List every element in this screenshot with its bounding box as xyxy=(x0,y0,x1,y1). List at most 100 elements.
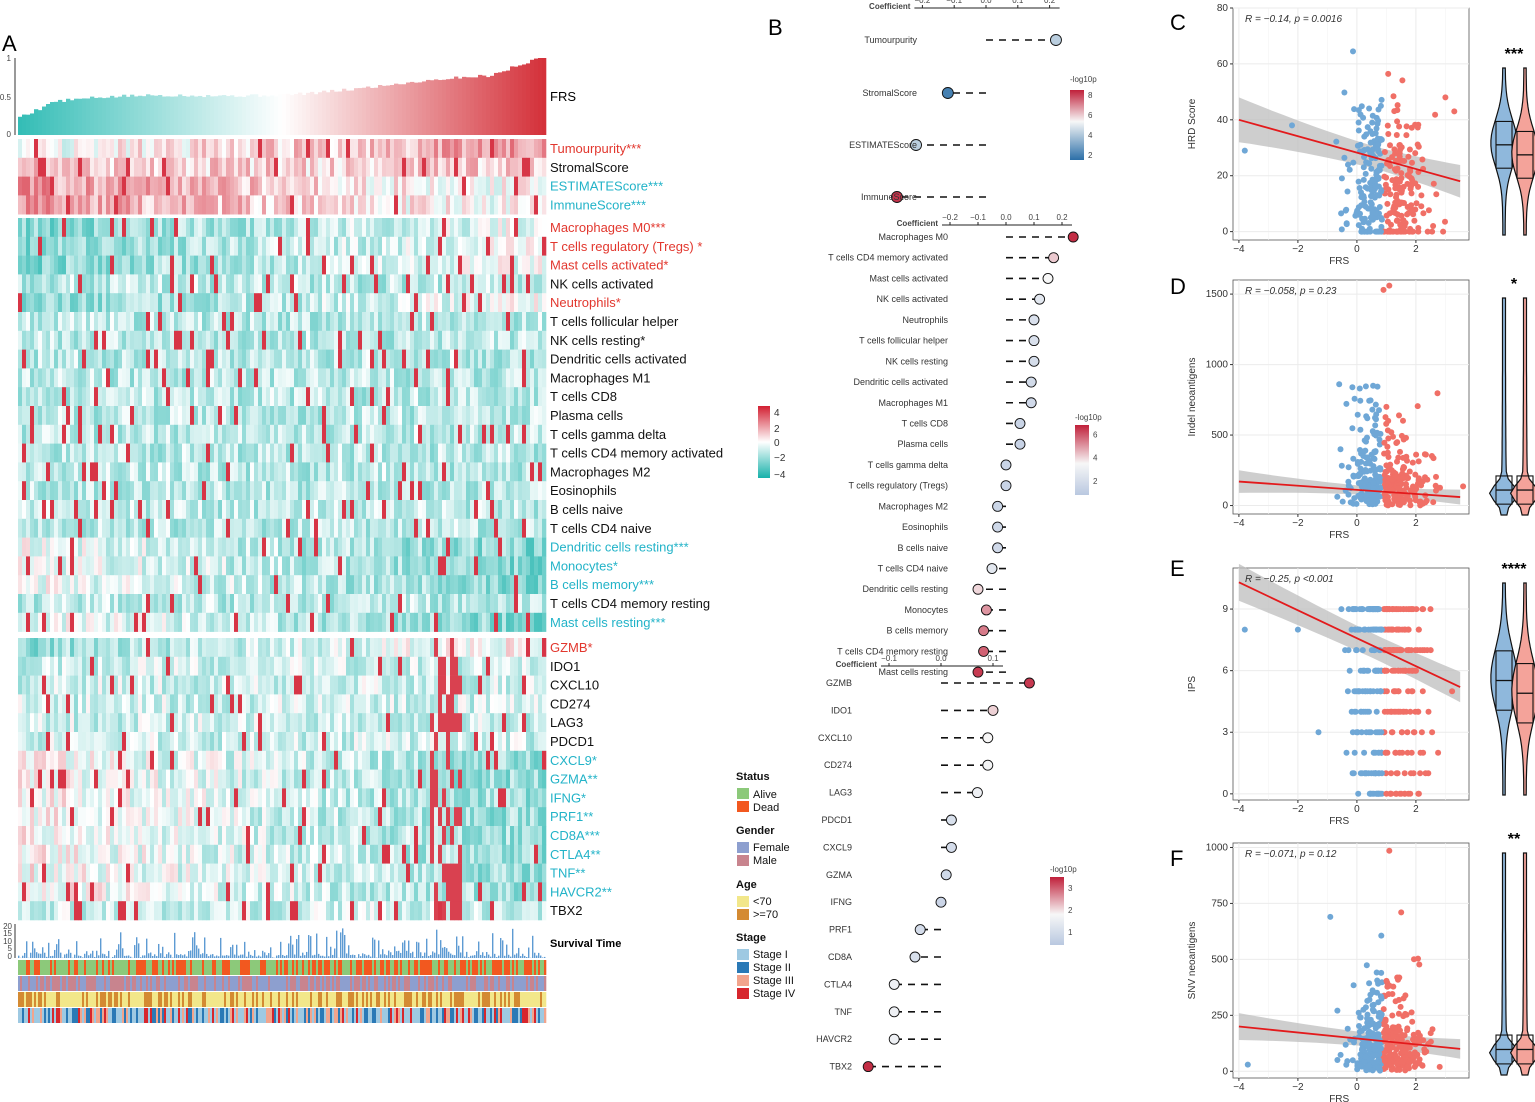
heatmap-cell xyxy=(290,176,295,196)
heatmap-cell xyxy=(490,612,495,632)
heatmap-cell xyxy=(226,769,231,789)
heatmap-cell xyxy=(518,612,523,632)
heatmap-cell xyxy=(498,518,503,538)
heatmap-cell xyxy=(242,638,247,658)
heatmap-cell xyxy=(174,675,179,695)
heatmap-cell xyxy=(294,675,299,695)
heatmap-cell xyxy=(502,462,507,482)
heatmap-cell xyxy=(122,349,127,369)
heatmap-cell xyxy=(246,575,251,595)
heatmap-cell xyxy=(310,575,315,595)
heatmap-cell xyxy=(158,481,163,501)
heatmap-cell xyxy=(18,556,23,576)
heatmap-cell xyxy=(70,807,75,827)
heatmap-cell xyxy=(194,195,199,215)
heatmap-cell xyxy=(26,594,31,614)
heatmap-cell xyxy=(366,424,371,444)
heatmap-cell xyxy=(462,218,467,238)
heatmap-cell xyxy=(50,594,55,614)
frs-bar xyxy=(526,63,531,135)
heatmap-cell xyxy=(22,575,27,595)
heatmap-cell xyxy=(18,826,23,846)
heatmap-cell xyxy=(522,293,527,313)
heatmap-cell xyxy=(426,157,431,177)
heatmap-cell xyxy=(370,594,375,614)
heatmap-cell xyxy=(98,312,103,332)
heatmap-cell xyxy=(230,218,235,238)
heatmap-cell xyxy=(238,826,243,846)
heatmap-cell xyxy=(246,368,251,388)
heatmap-cell xyxy=(50,713,55,733)
heatmap-cell xyxy=(506,406,511,426)
heatmap-cell xyxy=(530,638,535,658)
heatmap-cell xyxy=(266,713,271,733)
heatmap-cell xyxy=(158,330,163,350)
heatmap-cell xyxy=(286,368,291,388)
heatmap-cell xyxy=(470,807,475,827)
heatmap-cell xyxy=(354,443,359,463)
heatmap-cell xyxy=(278,826,283,846)
heatmap-cell xyxy=(222,675,227,695)
heatmap-cell xyxy=(138,612,143,632)
heatmap-cell xyxy=(422,518,427,538)
heatmap-cell xyxy=(98,713,103,733)
heatmap-cell xyxy=(418,443,423,463)
heatmap-cell xyxy=(190,500,195,520)
heatmap-cell xyxy=(114,218,119,238)
heatmap-cell xyxy=(438,368,443,388)
heatmap-cell xyxy=(242,312,247,332)
heatmap-cell xyxy=(78,481,83,501)
heatmap-cell xyxy=(82,176,87,196)
heatmap-cell xyxy=(66,406,71,426)
heatmap-cell xyxy=(310,656,315,676)
heatmap-cell xyxy=(30,312,35,332)
heatmap-cell xyxy=(190,537,195,557)
heatmap-cell xyxy=(158,556,163,576)
heatmap-cell xyxy=(94,424,99,444)
heatmap-cell xyxy=(414,750,419,770)
heatmap-cell xyxy=(62,443,67,463)
heatmap-cell xyxy=(298,443,303,463)
heatmap-cell xyxy=(258,406,263,426)
heatmap-cell xyxy=(122,274,127,294)
heatmap-cell xyxy=(510,387,515,407)
heatmap-cell xyxy=(98,443,103,463)
heatmap-cell xyxy=(514,807,519,827)
heatmap-cell xyxy=(262,274,267,294)
heatmap-cell xyxy=(218,387,223,407)
heatmap-cell xyxy=(106,195,111,215)
heatmap-cell xyxy=(502,537,507,557)
heatmap-cell xyxy=(258,656,263,676)
heatmap-cell xyxy=(118,694,123,714)
frs-bar xyxy=(402,84,407,135)
heatmap-cell xyxy=(514,312,519,332)
heatmap-cell xyxy=(330,443,335,463)
heatmap-cell xyxy=(194,481,199,501)
heatmap-cell xyxy=(106,481,111,501)
heatmap-cell xyxy=(26,255,31,275)
heatmap-cell xyxy=(494,575,499,595)
heatmap-cell xyxy=(130,293,135,313)
heatmap-cell xyxy=(322,330,327,350)
heatmap-cell xyxy=(418,556,423,576)
heatmap-cell xyxy=(442,274,447,294)
frs-bar xyxy=(314,94,319,135)
heatmap-cell xyxy=(298,139,303,159)
heatmap-cell xyxy=(250,500,255,520)
heatmap-cell xyxy=(306,594,311,614)
heatmap-cell xyxy=(422,612,427,632)
heatmap-cell xyxy=(186,638,191,658)
heatmap-cell xyxy=(286,518,291,538)
heatmap-cell xyxy=(270,713,275,733)
heatmap-cell xyxy=(210,139,215,159)
heatmap-cell xyxy=(422,443,427,463)
heatmap-cell xyxy=(506,732,511,752)
heatmap-cell xyxy=(226,575,231,595)
heatmap-cell xyxy=(102,293,107,313)
frs-bar xyxy=(242,96,247,135)
heatmap-cell xyxy=(190,443,195,463)
heatmap-cell xyxy=(462,556,467,576)
heatmap-cell xyxy=(466,274,471,294)
heatmap-cell xyxy=(202,274,207,294)
heatmap-cell xyxy=(374,443,379,463)
